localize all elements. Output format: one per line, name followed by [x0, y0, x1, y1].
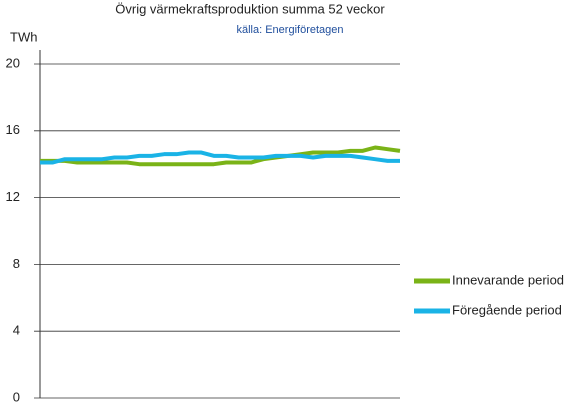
y-tick-label: 20: [6, 55, 20, 70]
y-tick-label: 12: [6, 189, 20, 204]
series-line: [40, 145, 401, 167]
legend-label: Föregående period: [452, 302, 562, 317]
y-tick-label: 0: [13, 389, 20, 404]
chart-title: Övrig värmekraftsproduktion summa 52 vec…: [115, 1, 385, 16]
series-line: [40, 150, 400, 165]
y-axis-label: TWh: [10, 29, 37, 44]
y-tick-label: 4: [13, 323, 20, 338]
y-tick-label: 16: [6, 122, 20, 137]
chart-subtitle: källa: Energiföretagen: [236, 24, 343, 36]
legend-label: Innevarande period: [452, 272, 564, 287]
y-tick-label: 8: [13, 256, 20, 271]
